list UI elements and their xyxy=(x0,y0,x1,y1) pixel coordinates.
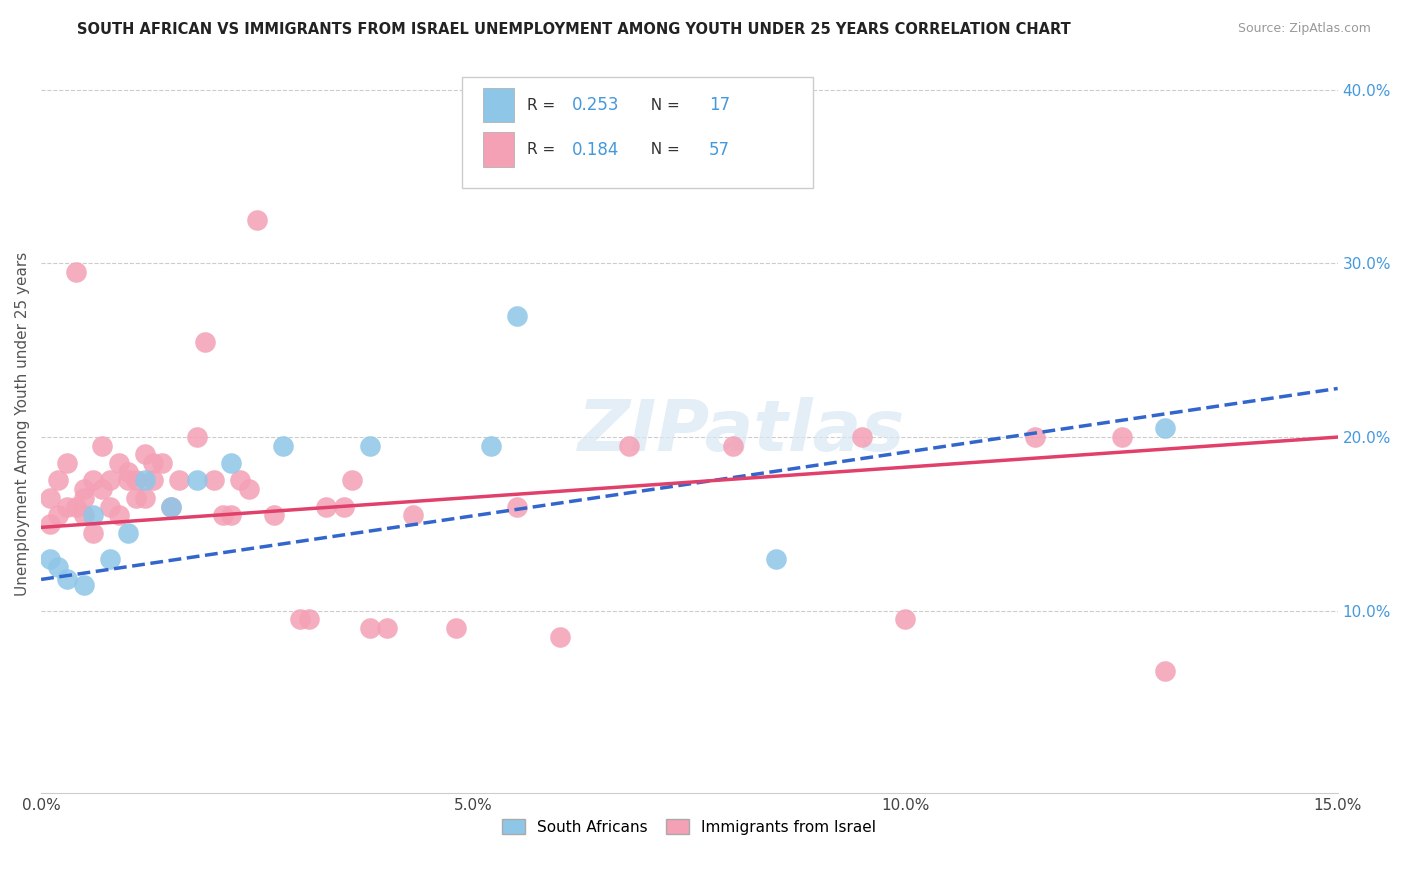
Point xyxy=(444,621,467,635)
Point xyxy=(73,482,96,496)
Point xyxy=(342,474,364,488)
Point xyxy=(48,560,70,574)
Point xyxy=(159,500,181,514)
Point xyxy=(142,456,165,470)
Point xyxy=(125,474,148,488)
Point xyxy=(186,474,208,488)
Text: 57: 57 xyxy=(709,141,730,159)
Point xyxy=(246,213,269,227)
Text: 17: 17 xyxy=(709,96,730,114)
Point xyxy=(263,508,285,523)
Text: R =: R = xyxy=(527,142,561,157)
Point xyxy=(82,508,104,523)
Point xyxy=(186,430,208,444)
Point xyxy=(98,474,121,488)
FancyBboxPatch shape xyxy=(463,78,813,188)
Point xyxy=(38,551,60,566)
Point xyxy=(229,474,252,488)
Point xyxy=(108,456,131,470)
Point xyxy=(617,439,640,453)
Point xyxy=(359,439,381,453)
Point xyxy=(73,577,96,591)
Y-axis label: Unemployment Among Youth under 25 years: Unemployment Among Youth under 25 years xyxy=(15,252,30,596)
Point xyxy=(150,456,173,470)
Point xyxy=(851,430,873,444)
Point xyxy=(219,456,242,470)
Text: N =: N = xyxy=(641,98,685,112)
Point xyxy=(359,621,381,635)
Point xyxy=(48,474,70,488)
Point xyxy=(315,500,337,514)
Point xyxy=(290,612,312,626)
Point xyxy=(90,482,112,496)
Text: 0.253: 0.253 xyxy=(571,96,619,114)
Point xyxy=(479,439,502,453)
Point xyxy=(332,500,354,514)
Point xyxy=(48,508,70,523)
Point xyxy=(125,491,148,505)
Point xyxy=(82,525,104,540)
Point xyxy=(38,491,60,505)
Point xyxy=(1024,430,1046,444)
Point xyxy=(211,508,233,523)
Point xyxy=(117,525,139,540)
Point xyxy=(65,265,87,279)
Point xyxy=(298,612,321,626)
Point xyxy=(375,621,398,635)
Point xyxy=(90,439,112,453)
FancyBboxPatch shape xyxy=(484,132,515,167)
Point xyxy=(82,474,104,488)
Legend: South Africans, Immigrants from Israel: South Africans, Immigrants from Israel xyxy=(496,813,883,840)
Point xyxy=(73,508,96,523)
Text: N =: N = xyxy=(641,142,685,157)
Point xyxy=(73,491,96,505)
Point xyxy=(219,508,242,523)
Point xyxy=(117,465,139,479)
Point xyxy=(65,500,87,514)
Point xyxy=(202,474,225,488)
Point xyxy=(1153,665,1175,679)
Point xyxy=(169,474,191,488)
Point xyxy=(56,456,79,470)
Point xyxy=(194,334,217,349)
Point xyxy=(134,474,156,488)
Point xyxy=(134,447,156,461)
Point xyxy=(271,439,294,453)
Point xyxy=(505,309,527,323)
Point xyxy=(548,630,571,644)
Point xyxy=(108,508,131,523)
FancyBboxPatch shape xyxy=(484,87,515,122)
Point xyxy=(238,482,260,496)
Text: Source: ZipAtlas.com: Source: ZipAtlas.com xyxy=(1237,22,1371,36)
Text: R =: R = xyxy=(527,98,561,112)
Point xyxy=(38,516,60,531)
Text: 0.184: 0.184 xyxy=(571,141,619,159)
Point xyxy=(402,508,425,523)
Point xyxy=(56,573,79,587)
Point xyxy=(1153,421,1175,435)
Point xyxy=(56,500,79,514)
Point xyxy=(142,474,165,488)
Point xyxy=(1111,430,1133,444)
Point xyxy=(117,474,139,488)
Point xyxy=(134,491,156,505)
Point xyxy=(98,500,121,514)
Point xyxy=(98,551,121,566)
Text: SOUTH AFRICAN VS IMMIGRANTS FROM ISRAEL UNEMPLOYMENT AMONG YOUTH UNDER 25 YEARS : SOUTH AFRICAN VS IMMIGRANTS FROM ISRAEL … xyxy=(77,22,1071,37)
Point xyxy=(159,500,181,514)
Point xyxy=(721,439,744,453)
Point xyxy=(765,551,787,566)
Point xyxy=(894,612,917,626)
Point xyxy=(505,500,527,514)
Text: ZIPatlas: ZIPatlas xyxy=(578,397,905,466)
